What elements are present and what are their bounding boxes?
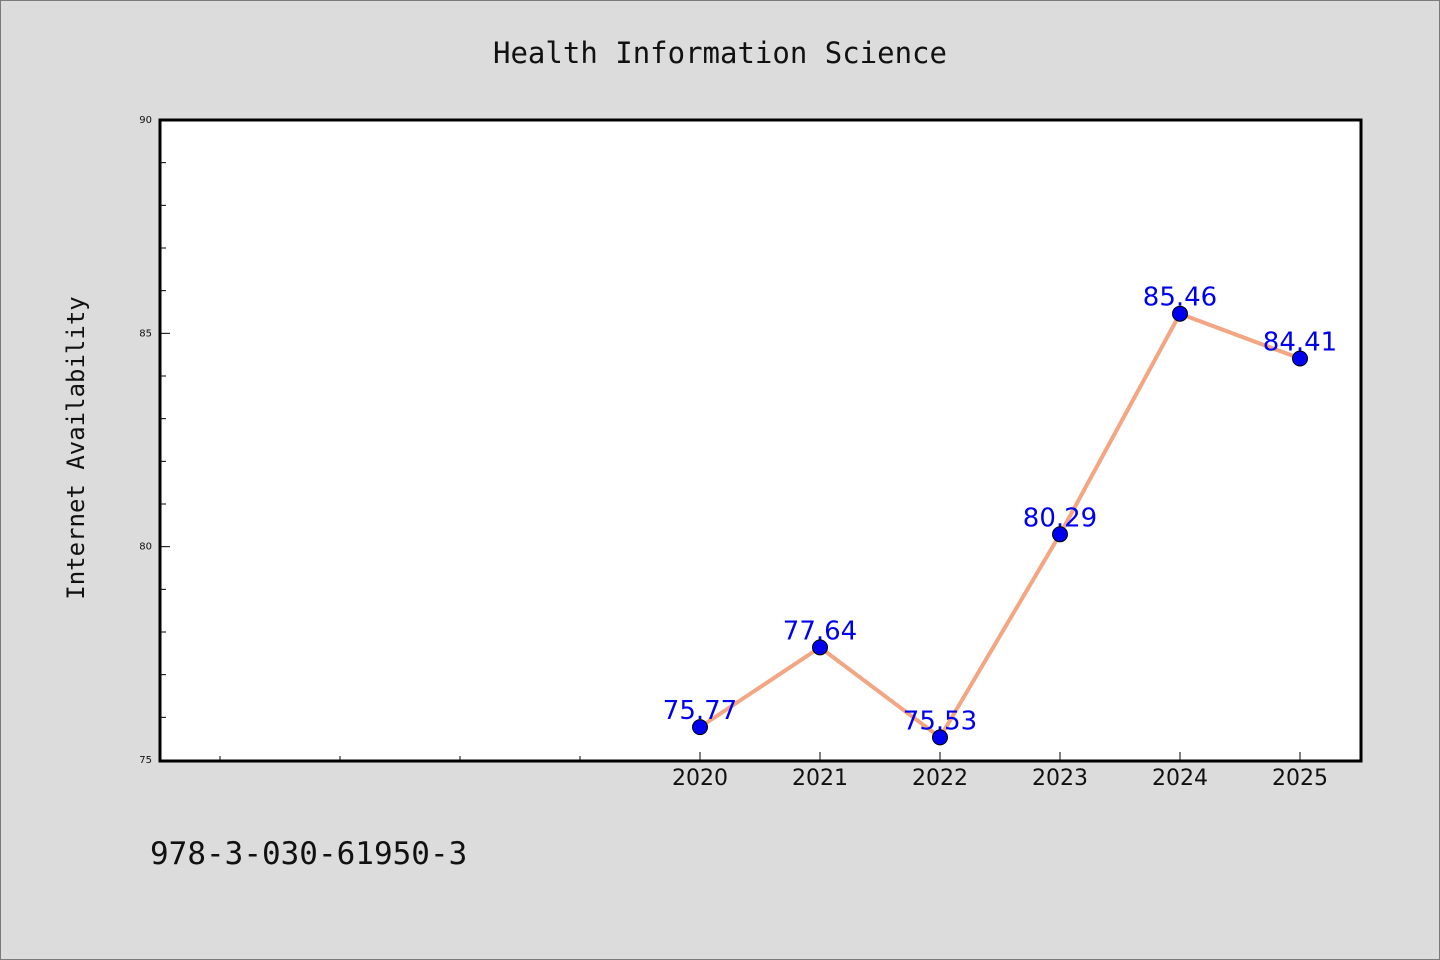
x-tick-label: 2021 <box>792 766 848 791</box>
x-tick-label: 2024 <box>1152 766 1208 791</box>
data-label: 85.46 <box>1143 283 1217 313</box>
data-point <box>692 719 708 736</box>
chart-title: Health Information Science <box>493 36 947 70</box>
data-point <box>932 729 948 746</box>
y-axis-label: Internet Availability <box>62 296 90 599</box>
series-polyline <box>698 311 1301 740</box>
x-tick-label: 2023 <box>1032 766 1088 791</box>
y-tick-label: 85 <box>139 328 152 339</box>
data-label: 75.77 <box>663 696 737 726</box>
data-labels: 75.77 77.64 75.53 80.29 85.46 84.41 <box>663 283 1337 737</box>
x-axis: 2020 2021 2022 2023 2024 2025 <box>219 752 1328 791</box>
data-point <box>1172 305 1188 322</box>
y-tick-label: 90 <box>139 115 152 126</box>
data-point <box>1052 526 1068 543</box>
data-point <box>812 639 828 656</box>
data-label: 84.41 <box>1263 328 1337 358</box>
isbn-text: 978-3-030-61950-3 <box>150 836 467 872</box>
data-point <box>1292 350 1308 367</box>
y-tick-label: 80 <box>139 542 152 553</box>
x-tick-label: 2022 <box>912 766 968 791</box>
plot-area <box>158 118 1363 763</box>
data-label: 77.64 <box>783 616 857 646</box>
data-label: 80.29 <box>1023 503 1097 533</box>
series-line <box>692 305 1308 746</box>
x-tick-label: 2025 <box>1272 766 1328 791</box>
y-axis: 75 80 85 90 <box>139 115 170 766</box>
data-label: 75.53 <box>903 706 977 736</box>
x-tick-label: 2020 <box>672 766 728 791</box>
y-tick-label: 75 <box>139 755 152 766</box>
